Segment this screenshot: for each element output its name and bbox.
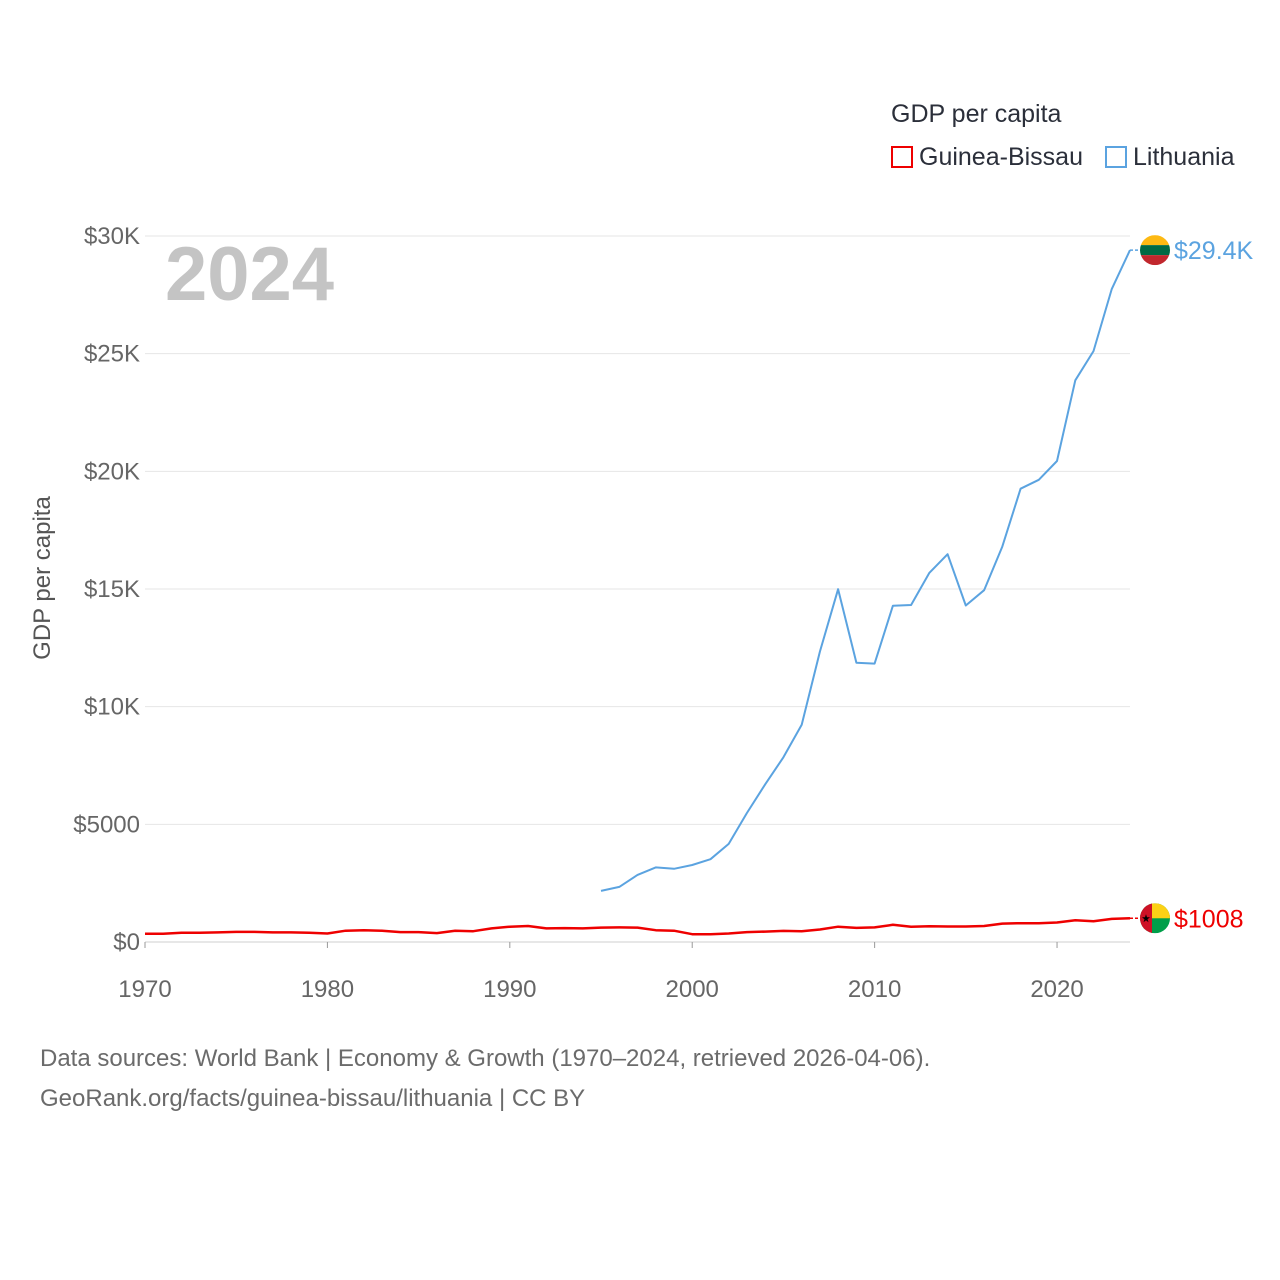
- x-tick-label: 2000: [666, 976, 719, 1003]
- source-line-1: Data sources: World Bank | Economy & Gro…: [40, 1045, 931, 1072]
- y-tick-label: $10K: [84, 694, 140, 721]
- x-axis-ticks: 1970 1980 1990 2000 2010 2020: [118, 942, 1084, 1003]
- legend-label-guinea-bissau: Guinea-Bissau: [919, 142, 1083, 171]
- series-line-lithuania[interactable]: [600, 249, 1131, 892]
- end-value-label-lithuania: $29.4K: [1174, 237, 1254, 265]
- legend-swatch-guinea-bissau: [891, 146, 913, 168]
- y-axis-label: GDP per capita: [29, 496, 56, 660]
- y-tick-label: $15K: [84, 576, 140, 603]
- source-line-2[interactable]: GeoRank.org/facts/guinea-bissau/lithuani…: [40, 1085, 586, 1112]
- legend-swatch-lithuania: [1105, 146, 1127, 168]
- guinea-bissau-flag-icon: [1140, 903, 1170, 934]
- y-tick-label: $30K: [84, 223, 140, 250]
- legend-label-lithuania: Lithuania: [1133, 142, 1235, 171]
- legend-title: GDP per capita: [891, 100, 1062, 128]
- y-tick-label: $20K: [84, 458, 140, 485]
- series-line-guinea-bissau[interactable]: [145, 917, 1131, 936]
- year-label: 2024: [165, 232, 334, 317]
- y-tick-label: $5000: [73, 811, 140, 838]
- end-value-label-guinea-bissau: $1008: [1174, 905, 1244, 933]
- y-axis-ticks: $0 $5000 $10K $15K $20K $25K $30K: [73, 223, 140, 956]
- x-tick-label: 1970: [118, 976, 171, 1003]
- lithuania-flag-icon: [1140, 235, 1170, 266]
- series-end-markers: $1008 $29.4K: [1130, 235, 1254, 934]
- y-tick-label: $25K: [84, 341, 140, 368]
- x-tick-label: 2020: [1030, 976, 1083, 1003]
- y-tick-label: $0: [113, 929, 140, 956]
- x-tick-label: 2010: [848, 976, 901, 1003]
- legend-item-lithuania[interactable]: Lithuania: [1105, 143, 1234, 171]
- x-tick-label: 1990: [483, 976, 536, 1003]
- x-tick-label: 1980: [301, 976, 354, 1003]
- legend-item-guinea-bissau[interactable]: Guinea-Bissau: [891, 143, 1083, 171]
- series-lines: [145, 249, 1131, 936]
- grid-lines: [145, 235, 1130, 943]
